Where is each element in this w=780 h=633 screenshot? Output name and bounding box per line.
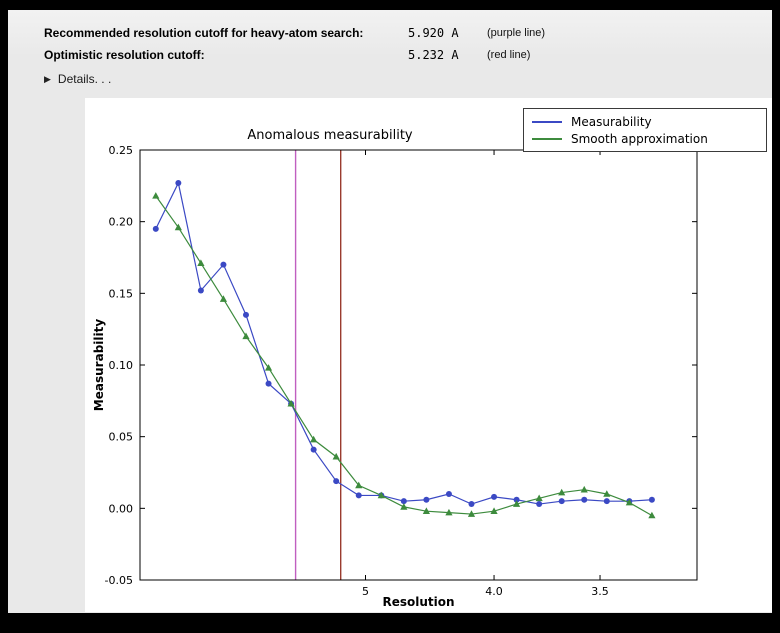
y-tick-label: 0.05	[109, 431, 134, 444]
legend-line-sample-green	[532, 137, 562, 140]
y-tick-label: -0.05	[105, 574, 133, 587]
x-tick-label: 5	[362, 585, 369, 598]
measurability-point-circle	[242, 311, 249, 318]
y-tick-label: 0.00	[109, 502, 134, 515]
smooth-approximation-point-triangle	[287, 399, 295, 407]
recommended-cutoff-value: 5.920 A	[408, 26, 459, 40]
measurability-point-circle	[558, 498, 565, 505]
y-tick-label: 0.10	[109, 359, 134, 372]
figure-canvas: 5 4.0 3.5 -0.05 0.00 0.05 0.10 0.15 0.20 0.25 Ano…	[85, 98, 772, 612]
recommended-cutoff-note: (purple line)	[487, 27, 546, 39]
measurability-point-circle	[400, 498, 407, 505]
y-tick-label: 0.20	[109, 216, 134, 229]
smooth-approximation-point-triangle	[242, 332, 250, 340]
measurability-point-circle	[265, 380, 272, 387]
measurability-point-circle	[423, 496, 430, 503]
measurability-point-circle	[355, 492, 362, 499]
chart-title: Anomalous measurability	[247, 128, 413, 143]
measurability-point-circle	[220, 261, 227, 268]
x-axis-label: Resolution	[382, 595, 455, 609]
measurability-point-circle	[310, 446, 317, 453]
optimistic-cutoff-note: (red line)	[487, 49, 531, 61]
measurability-point-circle	[152, 225, 159, 232]
smooth-approximation-point-triangle	[580, 485, 588, 493]
axes-frame	[139, 149, 698, 581]
smooth-approximation-point-triangle	[512, 500, 521, 507]
measurability-point-circle	[468, 501, 475, 508]
optimistic-cutoff-row: Optimistic resolution cutoff: 5.232 A (r…	[8, 48, 772, 66]
smooth-approximation-point-triangle	[355, 481, 363, 489]
y-axis-label: Measurability	[92, 318, 106, 412]
optimistic-cutoff-label: Optimistic resolution cutoff:	[44, 48, 205, 62]
chart-svg: 5 4.0 3.5 -0.05 0.00 0.05 0.10 0.15 0.20 0.25	[105, 144, 698, 598]
legend-label-smooth-approximation: Smooth approximation	[571, 131, 708, 146]
measurability-point-circle	[491, 493, 498, 500]
smooth-approximation-point-triangle	[174, 223, 182, 231]
measurability-point-circle	[536, 501, 543, 508]
measurability-point-circle	[333, 478, 340, 485]
legend-item-measurability: Measurability	[532, 113, 758, 130]
smooth-approximation-point-triangle	[625, 498, 633, 506]
smooth-approximation-point-triangle	[377, 491, 385, 499]
smooth-approximation-point-triangle	[197, 259, 205, 267]
y-tick-label: 0.25	[109, 144, 134, 157]
optimistic-cutoff-value: 5.232 A	[408, 48, 459, 62]
details-label: Details. . .	[57, 72, 112, 86]
smooth-approximation-point-triangle	[310, 435, 318, 443]
measurability-point-circle	[581, 496, 588, 503]
y-tick-label: 0.15	[109, 287, 134, 300]
smooth-approximation-point-triangle	[422, 507, 430, 514]
smooth-approximation-point-triangle	[535, 494, 543, 502]
smooth-approximation-point-triangle	[603, 490, 611, 497]
legend-item-smooth-approximation: Smooth approximation	[532, 130, 758, 147]
measurability-point-circle	[513, 496, 520, 503]
measurability-point-circle	[445, 491, 452, 497]
chart-legend: Measurability Smooth approximation	[523, 108, 767, 152]
smooth-approximation-point-triangle	[445, 508, 453, 516]
smooth-approximation-line	[155, 195, 653, 517]
smooth-approximation-point-triangle	[219, 295, 228, 302]
measurability-point-circle	[648, 496, 655, 503]
measurability-point-circle	[175, 179, 182, 186]
x-tick-label: 4.0	[485, 585, 503, 598]
disclosure-triangle-icon: ▶	[44, 74, 51, 84]
smooth-approximation-point-triangle	[264, 364, 273, 371]
smooth-approximation-point-triangle	[332, 452, 340, 460]
recommended-cutoff-label: Recommended resolution cutoff for heavy-…	[44, 26, 364, 40]
measurability-point-circle	[197, 287, 204, 294]
legend-line-sample-blue	[532, 120, 562, 123]
smooth-approximation-point-triangle	[558, 488, 566, 496]
legend-label-measurability: Measurability	[571, 114, 652, 129]
recommended-cutoff-row: Recommended resolution cutoff for heavy-…	[8, 26, 772, 44]
measurability-line	[155, 181, 652, 505]
smooth-approximation-point-triangle	[467, 510, 476, 517]
smooth-approximation-point-triangle	[152, 192, 160, 199]
main-panel: Recommended resolution cutoff for heavy-…	[8, 10, 772, 613]
measurability-point-circle	[603, 498, 610, 505]
smooth-approximation-point-triangle	[648, 511, 656, 519]
smooth-approximation-point-triangle	[400, 503, 408, 510]
smooth-approximation-point-triangle	[490, 507, 498, 514]
details-disclosure[interactable]: ▶ Details. . .	[44, 72, 111, 86]
x-tick-label: 3.5	[591, 585, 609, 598]
